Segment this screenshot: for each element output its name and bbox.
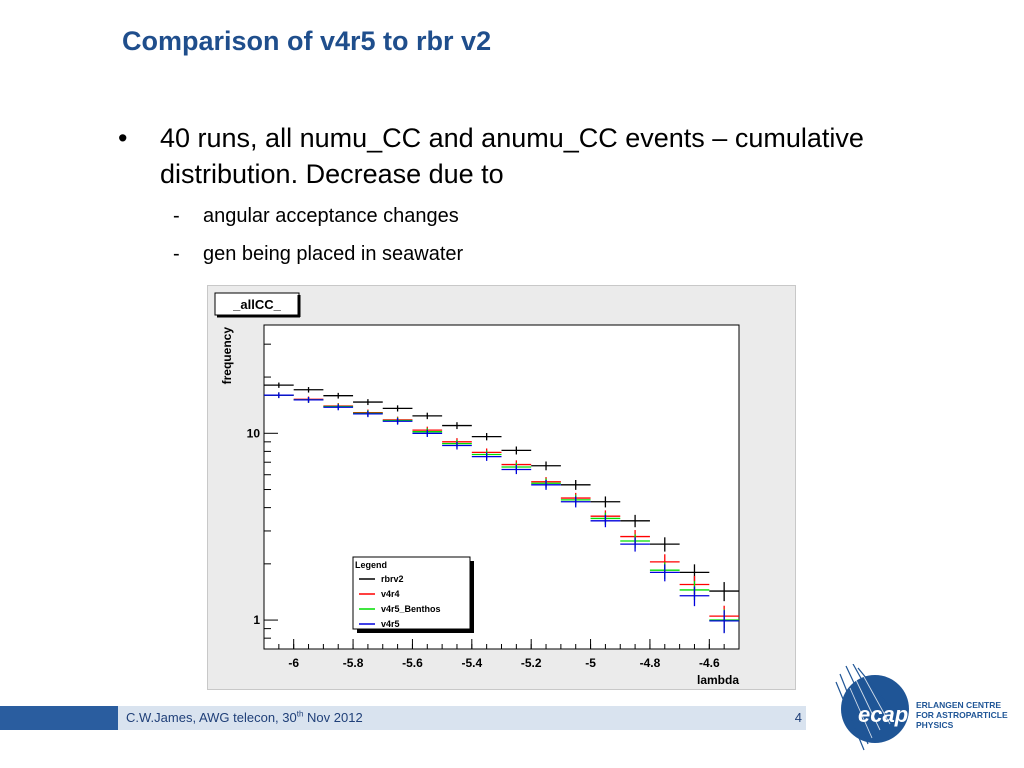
sub-bullet-2: - gen being placed in seawater [173,243,463,266]
x-tick-label: -4.6 [699,656,720,670]
sub-bullet-text: gen being placed in seawater [203,243,464,265]
footer-bar: C.W.James, AWG telecon, 30th Nov 2012 4 [0,706,806,730]
legend-title: Legend [355,560,387,570]
chart-title: _allCC_ [232,297,281,312]
page-number: 4 [794,710,802,725]
histogram-chart: -6 -5.8 -5.6 -5.4 -5.2 -5 -4.8 -4.6 1 10 lambda fre… [207,285,796,690]
footer-author-sup: th [296,709,304,719]
sub-bullet-1: - angular acceptance changes [173,205,459,228]
plot-frame [263,324,740,650]
bullet-marker: • [118,123,128,153]
x-tick-label: -5 [585,656,596,670]
footer-author-prefix: C.W.James, AWG telecon, 30 [126,710,297,725]
y-tick-label: 1 [253,613,260,627]
main-bullet-text: 40 runs, all numu_CC and anumu_CC events… [160,123,864,189]
logo-line-2: FOR ASTROPARTICLE [916,710,1008,720]
sub-bullet-text: angular acceptance changes [203,205,459,227]
x-tick-label: -5.2 [521,656,542,670]
legend-entry-v4r5: v4r5 [381,619,400,629]
sub-bullet-marker: - [173,205,180,227]
x-tick-label: -6 [288,656,299,670]
ecap-logo: ecap ERLANGEN CENTRE FOR ASTROPARTICLE P… [835,664,1008,751]
slide-title: Comparison of v4r5 to rbr v2 [122,26,492,56]
x-tick-label: -5.6 [402,656,423,670]
sub-bullet-marker: - [173,243,180,265]
footer-accent [0,706,118,730]
x-tick-label: -5.4 [461,656,482,670]
y-axis-label: frequency [220,327,234,385]
legend-entry-v4r5_Benthos: v4r5_Benthos [381,604,441,614]
main-bullet: • 40 runs, all numu_CC and anumu_CC even… [118,120,918,192]
legend-entry-rbrv2: rbrv2 [381,574,404,584]
y-tick-label: 10 [247,426,261,440]
logo-line-1: ERLANGEN CENTRE [916,700,1001,710]
legend-entry-v4r4: v4r4 [381,589,400,599]
logo-wordmark: ecap [858,702,908,727]
footer-author-suffix: Nov 2012 [303,710,363,725]
x-tick-label: -5.8 [343,656,364,670]
chart-container: -6 -5.8 -5.6 -5.4 -5.2 -5 -4.8 -4.6 1 10 lambda fre… [207,285,796,690]
logo-line-3: PHYSICS [916,720,954,730]
legend-box [352,556,471,630]
footer-strip: C.W.James, AWG telecon, 30th Nov 2012 4 [118,706,806,730]
footer-author: C.W.James, AWG telecon, 30th Nov 2012 [126,710,363,725]
x-tick-label: -4.8 [640,656,661,670]
x-axis-label: lambda [697,673,739,687]
